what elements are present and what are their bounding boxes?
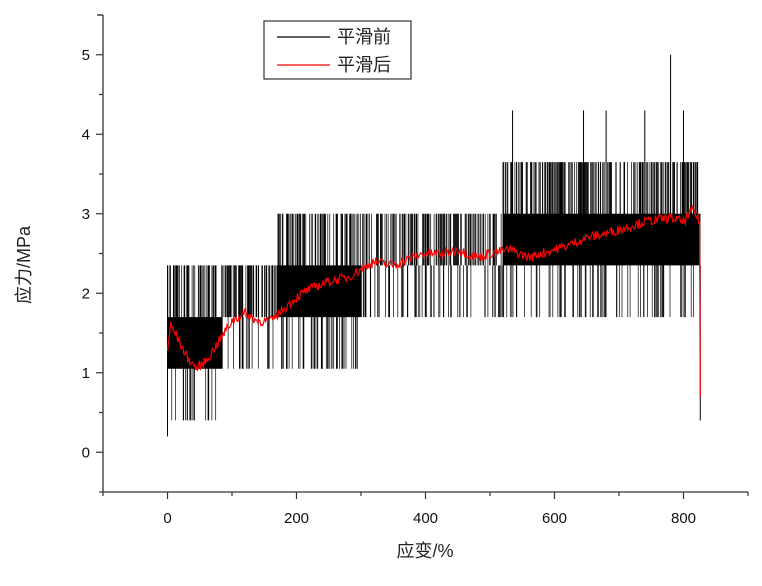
y-tick-label: 1 — [82, 365, 90, 382]
legend-label-raw: 平滑前 — [337, 27, 391, 48]
x-tick-label: 600 — [542, 510, 567, 527]
y-tick-label: 5 — [82, 47, 90, 64]
axes: 0 200 400 600 800 0 1 2 3 4 5 — [82, 14, 749, 527]
y-tick-label: 0 — [82, 444, 90, 461]
series-smoothed — [166, 204, 701, 397]
raw-series-line — [167, 162, 701, 421]
y-axis-label: 应力/MPa — [14, 225, 34, 304]
legend-label-smoothed: 平滑后 — [337, 55, 391, 76]
x-axis-label: 应变/% — [396, 541, 453, 561]
y-tick-label: 2 — [82, 285, 90, 302]
y-tick-label: 3 — [82, 206, 90, 223]
y-tick-label: 4 — [82, 126, 90, 143]
smoothed-series-line — [166, 204, 701, 397]
legend-box — [263, 20, 412, 80]
x-tick-label: 0 — [163, 510, 171, 527]
series-raw — [167, 54, 701, 437]
legend: 平滑前 平滑后 — [263, 20, 412, 80]
x-tick-label: 200 — [284, 510, 309, 527]
x-tick-label: 800 — [671, 510, 696, 527]
x-tick-label: 400 — [413, 510, 438, 527]
